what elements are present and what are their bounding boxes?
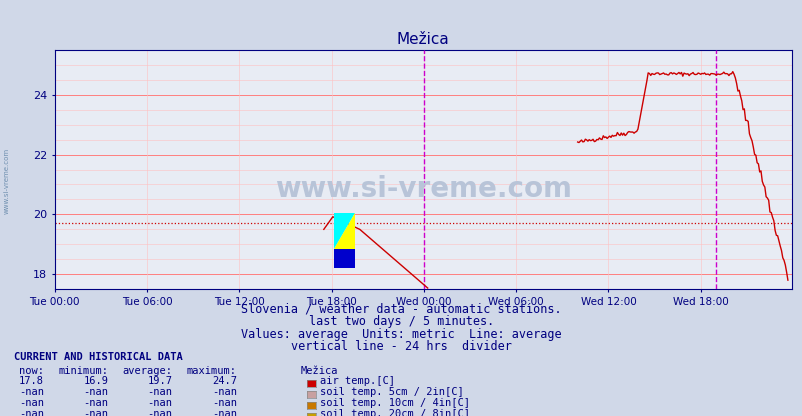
Text: CURRENT AND HISTORICAL DATA: CURRENT AND HISTORICAL DATA (14, 352, 183, 362)
Text: -nan: -nan (212, 387, 237, 397)
Text: -nan: -nan (212, 398, 237, 408)
Text: Values: average  Units: metric  Line: average: Values: average Units: metric Line: aver… (241, 328, 561, 341)
Text: 24.7: 24.7 (212, 376, 237, 386)
Text: soil temp. 5cm / 2in[C]: soil temp. 5cm / 2in[C] (319, 387, 463, 397)
Text: air temp.[C]: air temp.[C] (319, 376, 394, 386)
Text: www.si-vreme.com: www.si-vreme.com (274, 175, 571, 203)
Text: -nan: -nan (83, 409, 108, 416)
Text: -nan: -nan (212, 409, 237, 416)
Bar (334, 249, 354, 268)
Text: -nan: -nan (83, 387, 108, 397)
Text: -nan: -nan (148, 398, 172, 408)
Text: average:: average: (123, 366, 172, 376)
Text: last two days / 5 minutes.: last two days / 5 minutes. (309, 315, 493, 328)
Text: -nan: -nan (19, 409, 44, 416)
Text: 17.8: 17.8 (19, 376, 44, 386)
Text: soil temp. 20cm / 8in[C]: soil temp. 20cm / 8in[C] (319, 409, 469, 416)
Text: -nan: -nan (19, 398, 44, 408)
Text: now:: now: (19, 366, 44, 376)
Text: 16.9: 16.9 (83, 376, 108, 386)
Text: -nan: -nan (83, 398, 108, 408)
Text: -nan: -nan (148, 409, 172, 416)
Polygon shape (334, 213, 354, 249)
Text: Slovenia / weather data - automatic stations.: Slovenia / weather data - automatic stat… (241, 303, 561, 316)
Text: www.si-vreme.com: www.si-vreme.com (3, 148, 10, 214)
Text: minimum:: minimum: (59, 366, 108, 376)
Polygon shape (334, 213, 354, 249)
Text: 19.7: 19.7 (148, 376, 172, 386)
Text: Mežica: Mežica (301, 366, 338, 376)
Text: -nan: -nan (148, 387, 172, 397)
Title: Mežica: Mežica (396, 32, 449, 47)
Text: soil temp. 10cm / 4in[C]: soil temp. 10cm / 4in[C] (319, 398, 469, 408)
Text: -nan: -nan (19, 387, 44, 397)
Text: vertical line - 24 hrs  divider: vertical line - 24 hrs divider (290, 340, 512, 353)
Text: maximum:: maximum: (187, 366, 237, 376)
